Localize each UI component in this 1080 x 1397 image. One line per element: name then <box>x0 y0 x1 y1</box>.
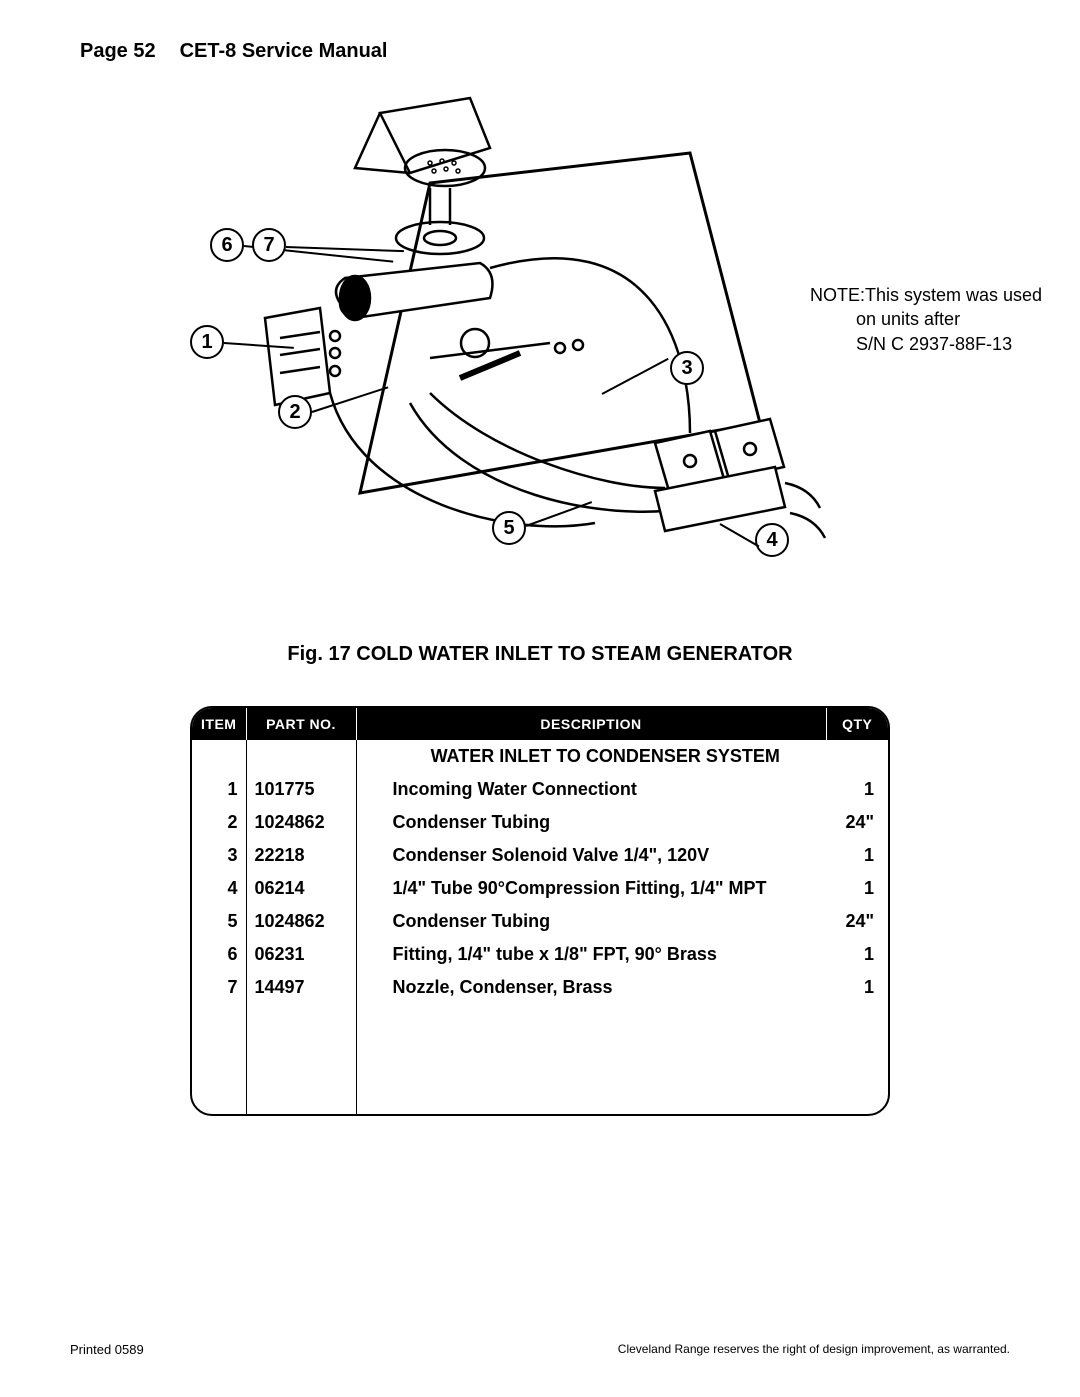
footer-print-code: Printed 0589 <box>70 1342 144 1357</box>
callout-4: 4 <box>755 523 789 557</box>
cell-qty: 1 <box>826 872 888 905</box>
cell-item: 1 <box>192 773 246 806</box>
callout-5: 5 <box>492 511 526 545</box>
cell-item: 7 <box>192 971 246 1004</box>
cell-qty: 24" <box>826 905 888 938</box>
table-row: 6 06231 Fitting, 1/4" tube x 1/8" FPT, 9… <box>192 938 888 971</box>
cell-desc: Nozzle, Condenser, Brass <box>356 971 826 1004</box>
cell-desc: Fitting, 1/4" tube x 1/8" FPT, 90° Brass <box>356 938 826 971</box>
cell-item: 4 <box>192 872 246 905</box>
cell-partno: 06231 <box>246 938 356 971</box>
table-row: 7 14497 Nozzle, Condenser, Brass 1 <box>192 971 888 1004</box>
col-desc: DESCRIPTION <box>356 708 826 740</box>
cell-item: 5 <box>192 905 246 938</box>
cell-desc: Condenser Tubing <box>356 905 826 938</box>
col-item: ITEM <box>192 708 246 740</box>
parts-table-container: ITEM PART NO. DESCRIPTION QTY WATER INLE… <box>190 706 890 1116</box>
cell-partno: 06214 <box>246 872 356 905</box>
callout-2: 2 <box>278 395 312 429</box>
cell-item: 2 <box>192 806 246 839</box>
manual-title: CET-8 Service Manual <box>180 40 388 63</box>
parts-table: ITEM PART NO. DESCRIPTION QTY WATER INLE… <box>192 708 888 1114</box>
note-line3: S/N C 2937-88F-13 <box>856 332 1070 356</box>
cell-qty: 1 <box>826 773 888 806</box>
table-section-row: WATER INLET TO CONDENSER SYSTEM <box>192 740 888 773</box>
cell-qty: 1 <box>826 839 888 872</box>
table-section-title: WATER INLET TO CONDENSER SYSTEM <box>356 740 826 773</box>
cell-partno: 14497 <box>246 971 356 1004</box>
cell-partno: 101775 <box>246 773 356 806</box>
page-footer: Printed 0589 Cleveland Range reserves th… <box>70 1342 1010 1357</box>
col-partno: PART NO. <box>246 708 356 740</box>
callout-1: 1 <box>190 325 224 359</box>
cell-desc: Incoming Water Connectiont <box>356 773 826 806</box>
table-row: 4 06214 1/4" Tube 90°Compression Fitting… <box>192 872 888 905</box>
table-header-row: ITEM PART NO. DESCRIPTION QTY <box>192 708 888 740</box>
cell-desc: Condenser Solenoid Valve 1/4", 120V <box>356 839 826 872</box>
diagram-note: NOTE:This system was used on units after… <box>810 283 1070 356</box>
cell-partno: 1024862 <box>246 806 356 839</box>
table-row: 3 22218 Condenser Solenoid Valve 1/4", 1… <box>192 839 888 872</box>
cell-item: 3 <box>192 839 246 872</box>
cell-qty: 1 <box>826 971 888 1004</box>
col-qty: QTY <box>826 708 888 740</box>
cell-item: 6 <box>192 938 246 971</box>
page-header: Page 52 CET-8 Service Manual <box>80 40 1020 63</box>
cell-partno: 22218 <box>246 839 356 872</box>
callout-7: 7 <box>252 228 286 262</box>
cell-partno: 1024862 <box>246 905 356 938</box>
footer-rights: Cleveland Range reserves the right of de… <box>618 1342 1010 1357</box>
page-number: Page 52 <box>80 40 156 63</box>
callout-6: 6 <box>210 228 244 262</box>
table-spacer <box>192 1004 888 1114</box>
cell-qty: 1 <box>826 938 888 971</box>
figure-caption: Fig. 17 COLD WATER INLET TO STEAM GENERA… <box>60 643 1020 666</box>
note-line2: on units after <box>856 307 1070 331</box>
cell-desc: 1/4" Tube 90°Compression Fitting, 1/4" M… <box>356 872 826 905</box>
table-row: 5 1024862 Condenser Tubing 24" <box>192 905 888 938</box>
cell-qty: 24" <box>826 806 888 839</box>
callout-3: 3 <box>670 351 704 385</box>
diagram-area: 6 7 1 2 3 4 5 NOTE:This system was used … <box>130 93 950 613</box>
page: Page 52 CET-8 Service Manual <box>0 0 1080 1397</box>
note-line1: NOTE:This system was used <box>810 283 1070 307</box>
cell-desc: Condenser Tubing <box>356 806 826 839</box>
table-row: 2 1024862 Condenser Tubing 24" <box>192 806 888 839</box>
table-row: 1 101775 Incoming Water Connectiont 1 <box>192 773 888 806</box>
